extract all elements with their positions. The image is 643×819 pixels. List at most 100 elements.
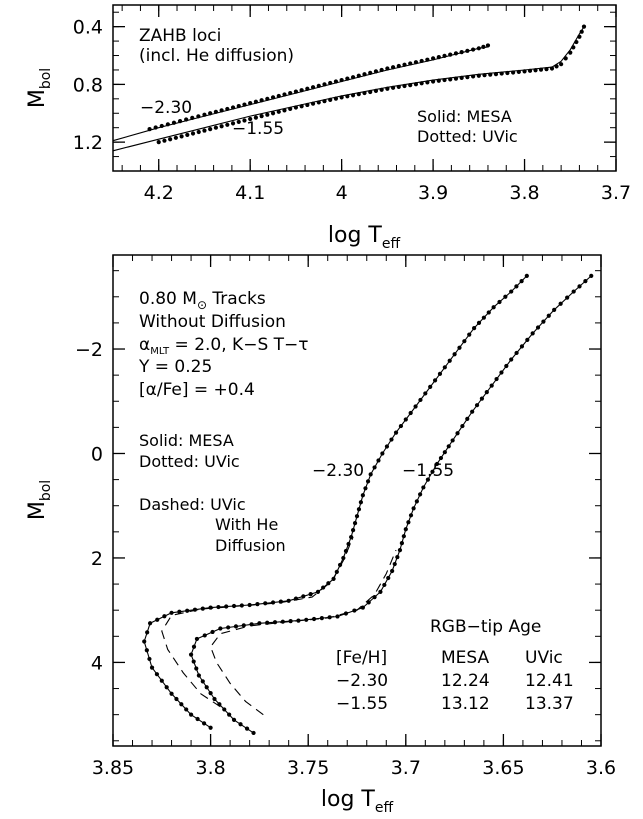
top-annot-title-2: (incl. He diffusion) [139, 46, 294, 66]
data-point [341, 555, 346, 561]
data-point [511, 70, 516, 75]
data-point [365, 479, 371, 484]
data-point [390, 85, 396, 90]
bottom-ticks: 3.85 3.8 3.75 3.7 3.65 3.6 −2 0 2 4 [75, 255, 616, 779]
top-legend-dotted: Dotted: UVic [417, 127, 518, 146]
data-point [174, 696, 179, 702]
data-point [481, 44, 486, 49]
data-point [533, 68, 538, 73]
data-point [408, 61, 413, 66]
legend-dashed-2: With He [215, 515, 278, 534]
data-point [384, 444, 390, 449]
data-point [437, 371, 443, 376]
data-point [476, 46, 481, 51]
data-point [147, 656, 152, 662]
data-point [156, 140, 161, 145]
data-point [202, 633, 207, 638]
data-point [184, 707, 189, 712]
data-point [253, 99, 258, 104]
data-point [360, 493, 365, 498]
data-point [238, 722, 243, 727]
data-point [200, 679, 205, 684]
data-point [308, 592, 313, 597]
bottom-series-4-uvic-dots [188, 273, 594, 736]
data-point [530, 331, 535, 336]
data-point [253, 115, 258, 120]
data-point [169, 610, 174, 615]
data-point [457, 345, 462, 350]
data-point [185, 608, 190, 613]
data-point [448, 77, 453, 82]
data-point [579, 29, 584, 34]
top-ticks: 4.2 4.1 4 3.9 3.8 3.7 0.4 0.8 1.2 [73, 5, 631, 204]
data-point [379, 67, 384, 73]
data-point [386, 575, 391, 581]
top-y-tick-label: 0.4 [73, 17, 103, 39]
data-point [177, 609, 182, 614]
data-point [201, 721, 207, 726]
bottom-y-tick-label: 4 [91, 652, 103, 674]
bottom-panel: 3.85 3.8 3.75 3.7 3.65 3.6 −2 0 2 4 0.80 M⊙ Track… [25, 254, 616, 816]
data-point [413, 404, 418, 409]
data-point [442, 77, 447, 83]
data-point [184, 117, 189, 122]
bottom-y-tick-label: −2 [75, 339, 103, 361]
data-point [421, 485, 426, 490]
data-point [322, 82, 327, 87]
data-point [385, 66, 390, 71]
top-x-axis-title: log Teff [328, 223, 401, 252]
data-point [563, 56, 568, 61]
data-point [236, 119, 241, 125]
data-point [559, 62, 564, 67]
data-point [568, 50, 573, 55]
data-point [335, 614, 340, 619]
top-series [112, 24, 587, 152]
data-point [210, 629, 215, 635]
data-point [230, 105, 236, 110]
data-point [350, 93, 356, 98]
data-point [482, 73, 487, 78]
data-point [554, 64, 559, 69]
data-point [514, 284, 519, 289]
data-point [390, 568, 395, 574]
data-point [190, 131, 196, 136]
data-point [425, 80, 430, 85]
data-point [333, 79, 339, 84]
data-point [233, 624, 239, 629]
data-point [505, 70, 510, 76]
data-point [571, 289, 576, 294]
age-table-row1-feh: −2.30 [336, 671, 388, 691]
data-point [147, 127, 152, 132]
data-point [484, 390, 489, 395]
data-point [408, 83, 413, 88]
data-point [430, 79, 436, 84]
data-point [319, 616, 324, 621]
data-point [159, 678, 164, 683]
top-x-tick-label: 3.7 [601, 182, 631, 204]
bottom-plot-frame [112, 254, 602, 747]
data-point [190, 115, 195, 121]
data-point [535, 325, 541, 330]
data-point [202, 112, 207, 117]
data-point [402, 83, 407, 89]
data-point [299, 88, 304, 93]
data-point [328, 80, 333, 86]
top-x-tick-label: 3.8 [509, 182, 539, 204]
data-point [191, 659, 196, 664]
data-point [504, 363, 509, 369]
data-point [471, 74, 476, 79]
data-point [538, 67, 544, 72]
data-point [368, 70, 373, 75]
data-point [236, 103, 241, 109]
data-point [488, 72, 493, 77]
info-line-5: [α/Fe] = +0.4 [139, 380, 255, 400]
data-point [436, 78, 441, 83]
data-point [452, 352, 457, 357]
data-point [486, 310, 491, 315]
data-point [162, 138, 167, 143]
data-point [282, 92, 287, 97]
data-point [322, 99, 327, 104]
top-label-b: −1.55 [232, 119, 284, 139]
data-point [583, 279, 588, 284]
